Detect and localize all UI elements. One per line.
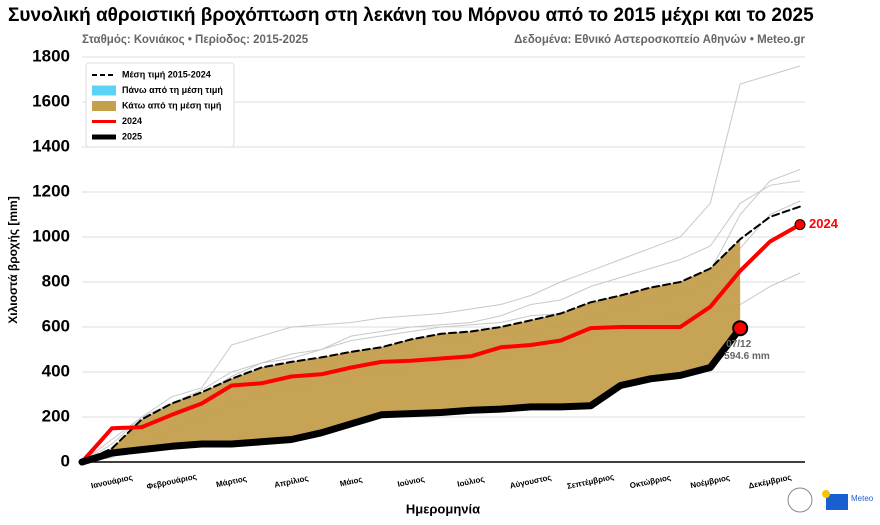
y-tick-label: 400 — [42, 361, 70, 380]
logo-dot — [822, 490, 830, 498]
y-tick-label: 1800 — [32, 46, 70, 65]
legend-label: 2024 — [122, 116, 142, 126]
y-tick-label: 1200 — [32, 181, 70, 200]
legend-swatch — [92, 85, 116, 96]
chart-title: Συνολική αθροιστική βροχόπτωση στη λεκάν… — [8, 5, 814, 26]
logo-seal — [787, 487, 813, 513]
x-tick-label: Απρίλιος — [273, 474, 309, 490]
y-tick-label: 800 — [42, 271, 70, 290]
below-mean-area — [82, 239, 741, 462]
end-label: 2024 — [809, 216, 839, 231]
y-tick-label: 600 — [42, 316, 70, 335]
x-tick-label: Ιούνιος — [397, 474, 426, 489]
subtitle-right: Δεδομένα: Εθνικό Αστεροσκοπείο Αθηνών • … — [514, 34, 805, 46]
series-line — [78, 324, 744, 466]
y-tick-label: 0 — [61, 451, 70, 470]
legend-swatch — [92, 101, 116, 111]
end-marker — [794, 219, 806, 231]
subtitle-left: Σταθμός: Κονιάκος • Περίοδος: 2015-2025 — [82, 34, 309, 46]
logo-text: Meteo — [851, 494, 874, 503]
legend-box — [85, 62, 235, 148]
x-tick-label: Δεκέμβριος — [748, 473, 793, 491]
legend-label: Κάτω από τη μέση τιμή — [122, 100, 221, 110]
logo-mark — [826, 494, 848, 510]
y-tick-label: 200 — [42, 406, 70, 425]
annotation-date: 07/12 — [726, 339, 751, 350]
legend-label: Πάνω από τη μέση τιμή — [122, 85, 223, 95]
y-tick-label: 1000 — [32, 226, 70, 245]
y-tick-label: 1400 — [32, 136, 70, 155]
x-tick-label: Μάρτιος — [215, 474, 247, 489]
annotation-value: 594.6 mm — [724, 351, 770, 362]
x-tick-label: Οκτώβριος — [629, 473, 672, 491]
other-year-line — [81, 180, 801, 463]
x-tick-label: Σεπτέμβριος — [566, 472, 615, 491]
x-tick-label: Μάιος — [339, 475, 363, 489]
y-axis-label: Χιλιοστά βροχής [mm] — [6, 196, 20, 323]
legend-label: Μέση τιμή 2015-2024 — [122, 69, 211, 79]
x-tick-label: Νοέμβριος — [690, 473, 731, 490]
x-tick-label: Φεβρουάριος — [146, 472, 198, 491]
other-year-line — [81, 65, 801, 463]
series-line — [81, 205, 801, 463]
x-tick-label: Αύγουστος — [509, 473, 552, 491]
x-tick-label: Ιανουάριος — [90, 473, 133, 491]
x-axis-label: Ημερομηνία — [406, 501, 480, 516]
current-marker — [732, 320, 749, 337]
y-tick-label: 1600 — [32, 91, 70, 110]
series-line — [80, 222, 802, 464]
legend-label: 2025 — [122, 131, 142, 141]
x-tick-label: Ιούλιος — [456, 474, 485, 489]
